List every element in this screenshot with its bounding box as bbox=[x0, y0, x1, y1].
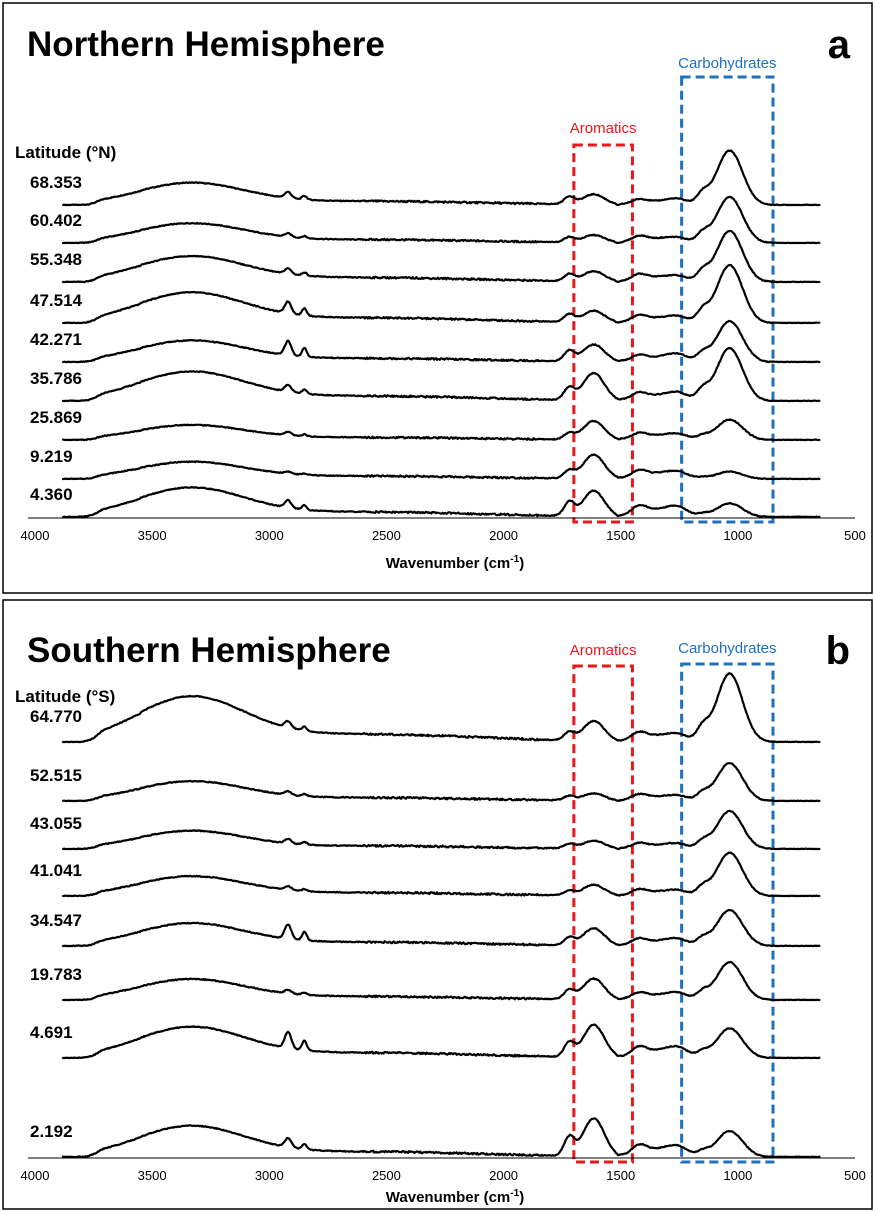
latitude-label: 4.691 bbox=[30, 1023, 73, 1042]
spectrum-line-34-547 bbox=[62, 908, 821, 948]
panel-a-x-axis-title-main: Wavenumber (cm bbox=[386, 555, 510, 572]
latitude-label: 2.192 bbox=[30, 1122, 73, 1141]
panel-b-latitude-header: Latitude (°S) bbox=[15, 687, 115, 706]
spectrum-line-9-219 bbox=[62, 453, 821, 481]
carbohydrates-region-box bbox=[680, 75, 775, 524]
latitude-label: 64.770 bbox=[30, 707, 82, 726]
latitude-label: 60.402 bbox=[30, 211, 82, 230]
spectrum-line-41-041 bbox=[62, 851, 821, 898]
latitude-label: 47.514 bbox=[30, 291, 83, 310]
panel-b-spectra bbox=[62, 672, 821, 1159]
x-tick-label: 3000 bbox=[255, 528, 284, 543]
x-tick-label: 1500 bbox=[606, 528, 635, 543]
panel-b-letter: b bbox=[826, 629, 850, 673]
x-tick-label: 1500 bbox=[606, 1168, 635, 1183]
latitude-label: 55.348 bbox=[30, 250, 82, 269]
x-tick-label: 2500 bbox=[372, 1168, 401, 1183]
spectrum-line-35-786 bbox=[62, 346, 821, 403]
aromatics-region-box bbox=[572, 664, 634, 1164]
spectrum-line-60-402 bbox=[62, 195, 821, 245]
panel-b-latitude-labels: 64.770 52.515 43.055 41.041 34.547 19.783 4.69… bbox=[30, 707, 82, 1141]
x-tick-label: 500 bbox=[844, 528, 866, 543]
x-tick-label: 2500 bbox=[372, 528, 401, 543]
panel-b-x-axis-title-sup: -1 bbox=[510, 1188, 519, 1199]
panel-b-x-ticks: 4000 3500 3000 2500 2000 1500 1000 500 bbox=[21, 1168, 866, 1183]
latitude-label: 9.219 bbox=[30, 447, 73, 466]
spectrum-line-19-783 bbox=[62, 960, 821, 1002]
panel-a-latitude-labels: 68.353 60.402 55.348 47.514 42.271 35.786 25.8… bbox=[30, 173, 83, 504]
carbohydrates-region-label: Carbohydrates bbox=[678, 640, 776, 657]
panel-b-regions: Aromatics Carbohydrates bbox=[570, 640, 777, 1164]
spectrum-line-4-360 bbox=[62, 485, 821, 519]
latitude-label: 42.271 bbox=[30, 330, 82, 349]
x-tick-label: 1000 bbox=[723, 528, 752, 543]
carbohydrates-region-label: Carbohydrates bbox=[678, 55, 776, 72]
latitude-label: 4.360 bbox=[30, 485, 73, 504]
latitude-label: 35.786 bbox=[30, 369, 82, 388]
panel-b-x-axis-title: Wavenumber (cm-1) bbox=[386, 1188, 524, 1206]
aromatics-region-label: Aromatics bbox=[570, 642, 637, 659]
panel-b-frame bbox=[2, 599, 873, 1210]
spectrum-line-47-514 bbox=[62, 263, 821, 325]
latitude-label: 43.055 bbox=[30, 814, 82, 833]
panel-b-title: Southern Hemisphere bbox=[27, 631, 391, 670]
x-tick-label: 1000 bbox=[723, 1168, 752, 1183]
panel-a-spectra bbox=[62, 149, 821, 519]
spectrum-line-25-869 bbox=[62, 418, 821, 442]
panel-a: Northern Hemisphere a Latitude (°N) Arom… bbox=[2, 2, 873, 594]
panel-a-x-axis-title: Wavenumber (cm-1) bbox=[386, 554, 524, 572]
x-tick-label: 4000 bbox=[21, 528, 50, 543]
spectrum-line-43-055 bbox=[62, 809, 821, 851]
latitude-label: 19.783 bbox=[30, 965, 82, 984]
x-tick-label: 3500 bbox=[138, 528, 167, 543]
x-tick-label: 3500 bbox=[138, 1168, 167, 1183]
spectrum-line-2-192 bbox=[62, 1117, 821, 1159]
panel-a-regions: Aromatics Carbohydrates bbox=[570, 55, 777, 524]
panel-a-x-axis-title-close: ) bbox=[519, 555, 524, 572]
panel-a-title: Northern Hemisphere bbox=[27, 25, 385, 64]
panel-a-x-ticks: 4000 3500 3000 2500 2000 1500 1000 500 bbox=[21, 528, 866, 543]
spectrum-line-68-353 bbox=[62, 149, 821, 207]
panel-a-letter: a bbox=[828, 23, 851, 67]
spectrum-line-4-691 bbox=[62, 1023, 821, 1060]
panel-b-x-axis-title-close: ) bbox=[519, 1189, 524, 1206]
panel-a-x-axis-title-sup: -1 bbox=[510, 554, 519, 565]
latitude-label: 68.353 bbox=[30, 173, 82, 192]
panel-a-latitude-header: Latitude (°N) bbox=[15, 143, 116, 162]
aromatics-region-box bbox=[572, 143, 634, 524]
x-tick-label: 3000 bbox=[255, 1168, 284, 1183]
latitude-label: 41.041 bbox=[30, 861, 82, 880]
panel-a-frame bbox=[2, 2, 873, 594]
aromatics-region-label: Aromatics bbox=[570, 120, 637, 137]
panel-b-x-axis-title-main: Wavenumber (cm bbox=[386, 1189, 510, 1206]
x-tick-label: 2000 bbox=[489, 1168, 518, 1183]
latitude-label: 25.869 bbox=[30, 408, 82, 427]
spectrum-line-52-515 bbox=[62, 762, 821, 803]
carbohydrates-region-box bbox=[680, 662, 775, 1164]
spectrum-line-42-271 bbox=[62, 319, 821, 364]
x-tick-label: 500 bbox=[844, 1168, 866, 1183]
spectrum-line-64-770 bbox=[62, 672, 821, 744]
spectrum-line-55-348 bbox=[62, 229, 821, 284]
panel-b: Southern Hemisphere b Latitude (°S) Arom… bbox=[2, 599, 873, 1210]
latitude-label: 34.547 bbox=[30, 911, 82, 930]
latitude-label: 52.515 bbox=[30, 766, 82, 785]
x-tick-label: 2000 bbox=[489, 528, 518, 543]
x-tick-label: 4000 bbox=[21, 1168, 50, 1183]
